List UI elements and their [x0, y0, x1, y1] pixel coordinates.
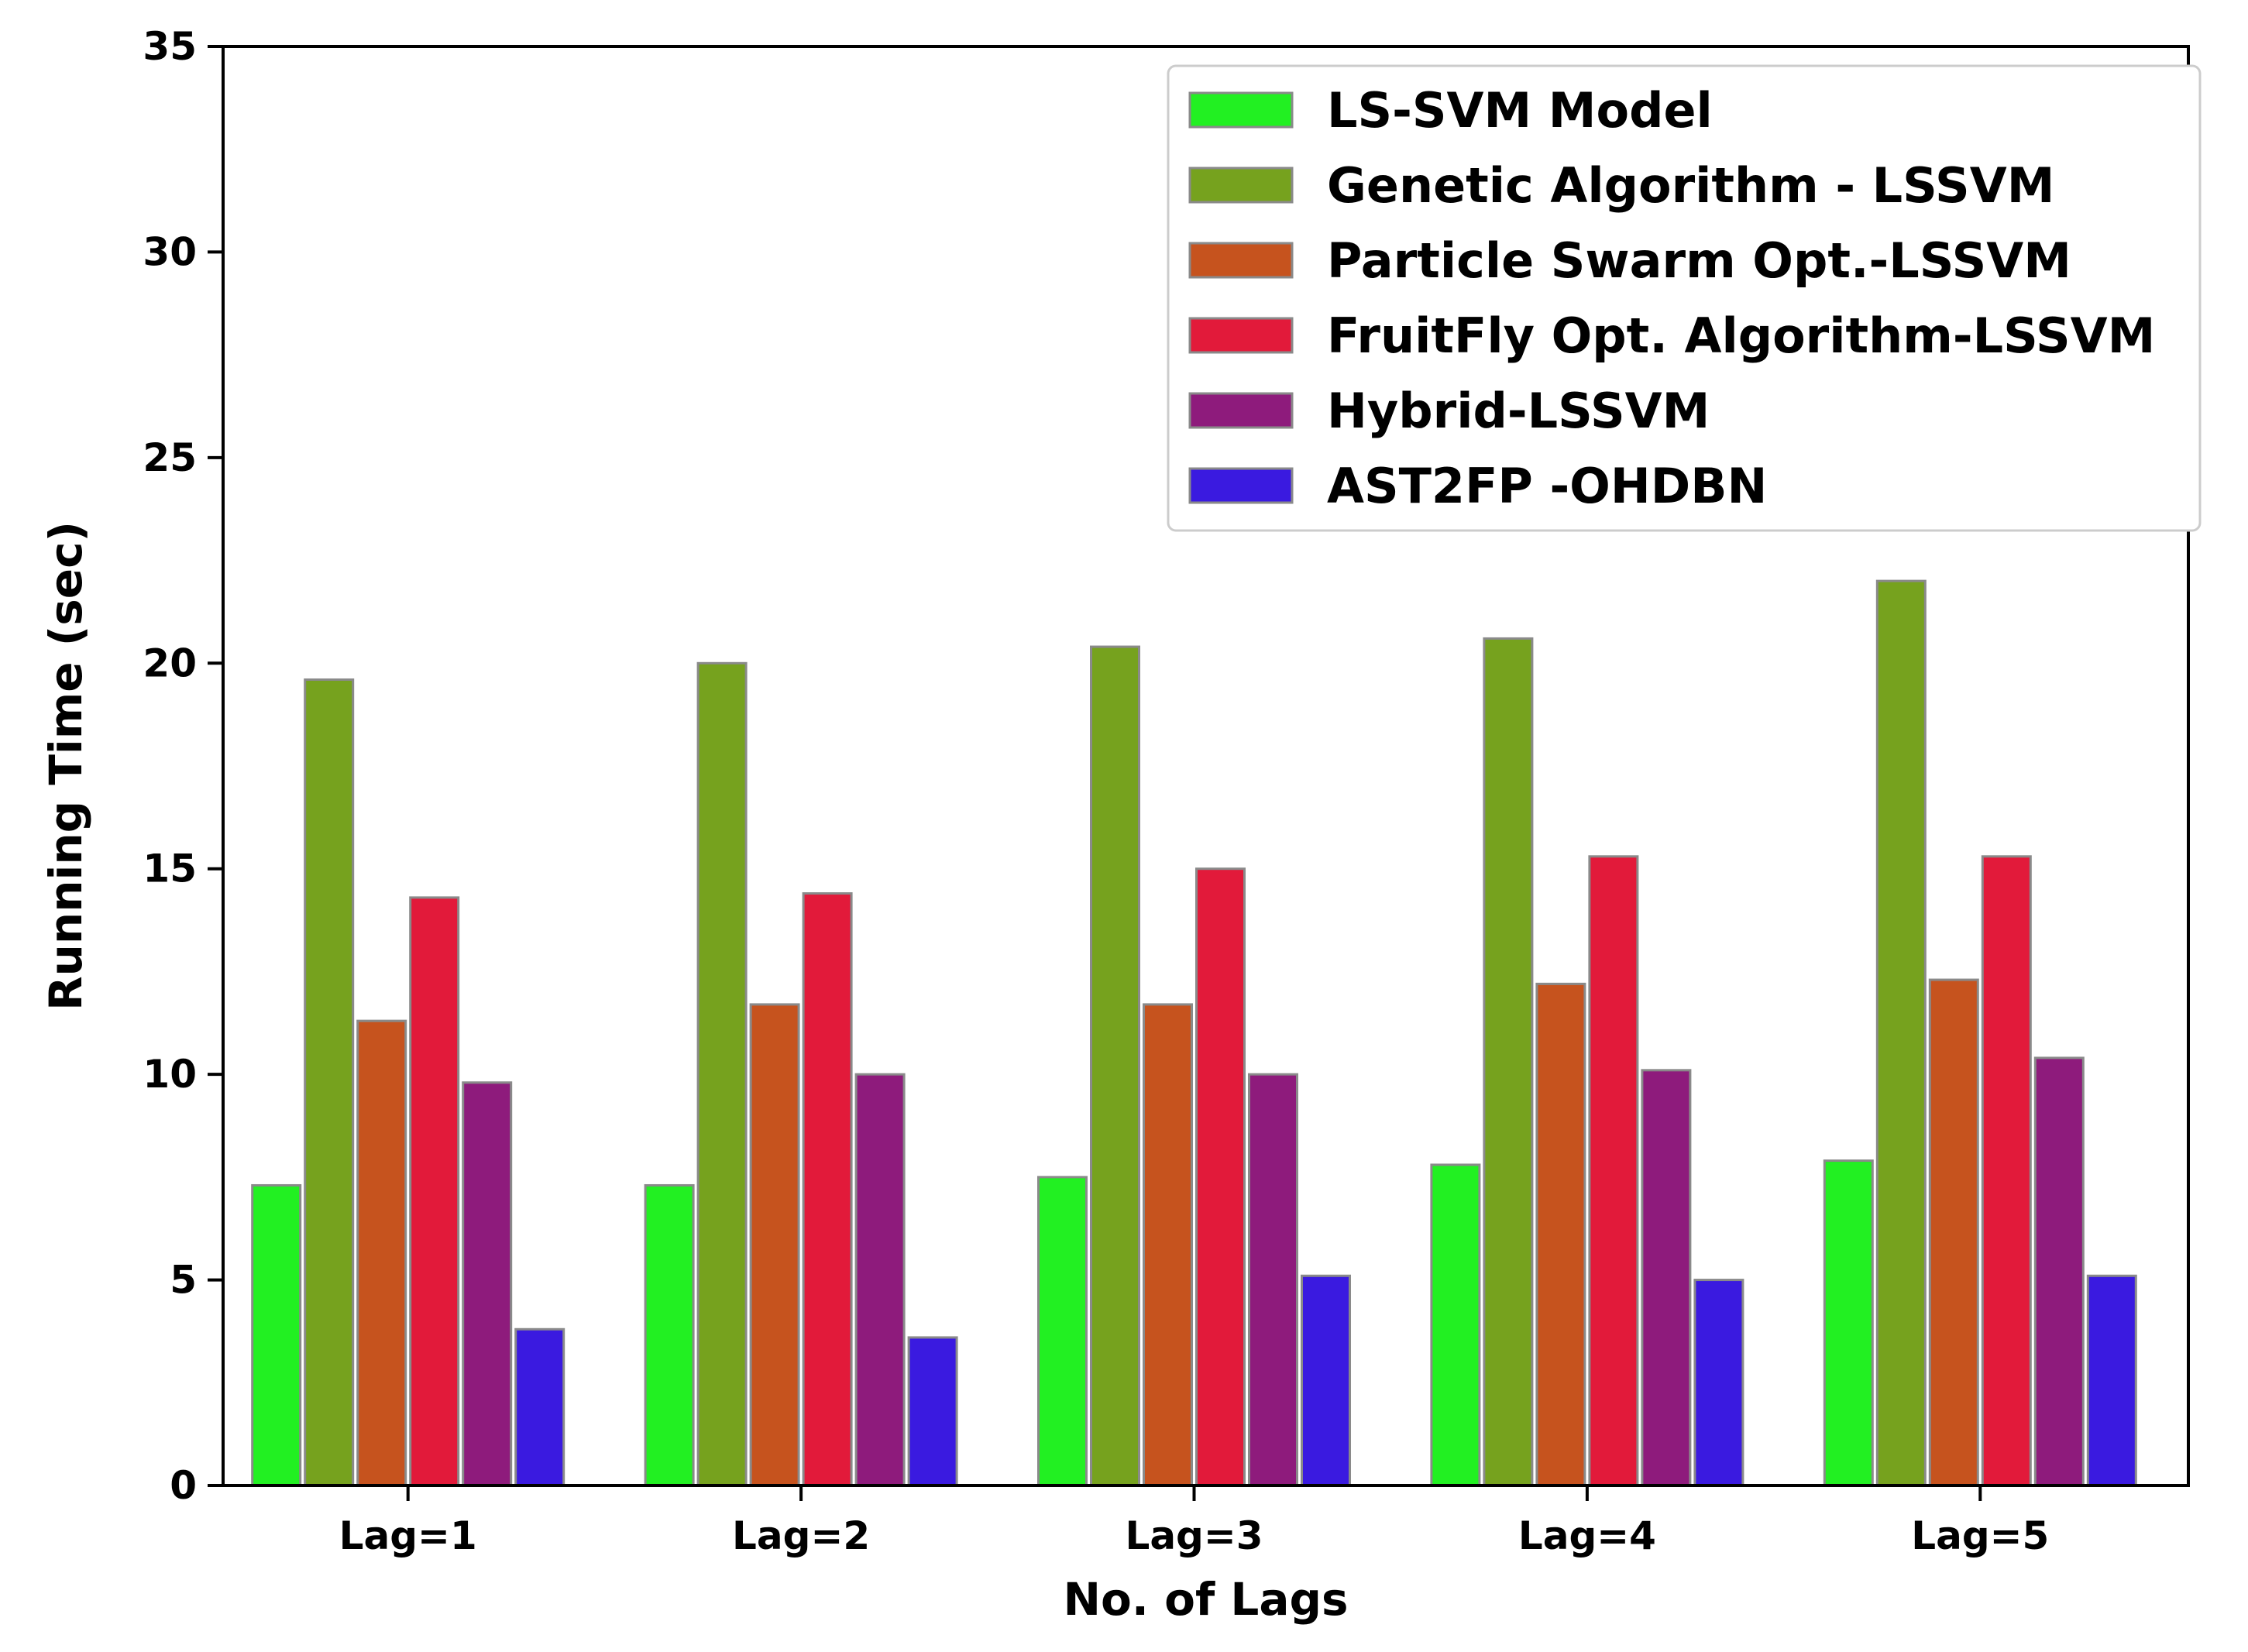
- legend-label: LS-SVM Model: [1327, 82, 1713, 139]
- bar-hybrid-lssvm-lag-4: [1641, 1069, 1692, 1487]
- x-tick-label: Lag=2: [732, 1513, 870, 1558]
- bar-ls-svm-model-lag-4: [1430, 1163, 1481, 1487]
- legend-label: Particle Swarm Opt.-LSSVM: [1327, 232, 2071, 289]
- y-tick-label: 35: [143, 24, 197, 69]
- bar-hybrid-lssvm-lag-5: [2033, 1056, 2085, 1487]
- y-tick-label: 0: [170, 1463, 197, 1508]
- y-tick-label: 20: [143, 641, 197, 685]
- bar-ls-svm-model-lag-3: [1037, 1176, 1088, 1487]
- bar-particle-swarm-opt-lssvm-lag-3: [1143, 1003, 1193, 1487]
- bar-particle-swarm-opt-lssvm-lag-5: [1928, 978, 1979, 1487]
- legend-swatch: [1188, 467, 1294, 504]
- x-axis-ticks: Lag=1 Lag=2 Lag=3 Lag=4 Lag=5: [339, 1485, 2049, 1558]
- legend-swatch: [1188, 91, 1294, 129]
- bar-ast2fp-ohdbn-lag-1: [514, 1327, 565, 1487]
- bar-particle-swarm-opt-lssvm-lag-2: [749, 1003, 800, 1487]
- bar-ls-svm-model-lag-1: [251, 1183, 302, 1487]
- bar-fruitfly-opt-algorithm-lssvm-lag-3: [1195, 867, 1246, 1487]
- y-tick-label: 10: [143, 1052, 197, 1097]
- legend-swatch: [1188, 167, 1294, 204]
- bar-particle-swarm-opt-lssvm-lag-4: [1535, 982, 1586, 1487]
- bar-fruitfly-opt-algorithm-lssvm-lag-4: [1588, 855, 1639, 1487]
- legend-swatch: [1188, 392, 1294, 429]
- bar-hybrid-lssvm-lag-2: [854, 1073, 906, 1487]
- bar-particle-swarm-opt-lssvm-lag-1: [356, 1019, 407, 1487]
- legend-box: [1167, 64, 2202, 532]
- legend-label: FruitFly Opt. Algorithm-LSSVM: [1327, 307, 2155, 364]
- x-tick-label: Lag=1: [339, 1513, 477, 1558]
- bar-hybrid-lssvm-lag-3: [1248, 1073, 1298, 1487]
- y-tick-label: 15: [143, 847, 197, 891]
- bar-ls-svm-model-lag-5: [1823, 1159, 1874, 1487]
- y-axis-ticks: 0 5 10 15 20 25 30 35: [143, 24, 223, 1508]
- plot-frame: [222, 45, 2190, 1487]
- bar-genetic-algorithm-lssvm-lag-5: [1875, 579, 1927, 1487]
- y-tick-label: 30: [143, 229, 197, 274]
- x-tick-label: Lag=3: [1125, 1513, 1263, 1558]
- bar-fruitfly-opt-algorithm-lssvm-lag-5: [1981, 855, 2032, 1487]
- x-tick-label: Lag=5: [1911, 1513, 2049, 1558]
- legend-label: AST2FP -OHDBN: [1327, 458, 1767, 514]
- legend-swatch: [1188, 242, 1294, 279]
- bar-genetic-algorithm-lssvm-lag-1: [304, 678, 355, 1487]
- bar-genetic-algorithm-lssvm-lag-3: [1090, 645, 1140, 1487]
- bar-ast2fp-ohdbn-lag-4: [1693, 1279, 1744, 1487]
- x-tick-label: Lag=4: [1518, 1513, 1656, 1558]
- legend-swatch: [1188, 317, 1294, 354]
- bar-fruitfly-opt-algorithm-lssvm-lag-2: [802, 892, 853, 1487]
- y-axis-label: Running Time (sec): [40, 521, 92, 1011]
- bar-ast2fp-ohdbn-lag-2: [907, 1336, 958, 1487]
- y-tick-label: 25: [143, 435, 197, 480]
- legend-label: Genetic Algorithm - LSSVM: [1327, 157, 2054, 214]
- bar-ast2fp-ohdbn-lag-5: [2086, 1274, 2137, 1487]
- bars-layer: [251, 579, 2137, 1487]
- y-tick-label: 5: [170, 1258, 197, 1303]
- bar-hybrid-lssvm-lag-1: [462, 1081, 513, 1487]
- legend-label: Hybrid-LSSVM: [1327, 383, 1710, 439]
- bar-genetic-algorithm-lssvm-lag-4: [1483, 637, 1534, 1487]
- bar-ast2fp-ohdbn-lag-3: [1301, 1274, 1351, 1487]
- legend: LS-SVM Model Genetic Algorithm - LSSVM Par…: [1167, 64, 2202, 532]
- bar-fruitfly-opt-algorithm-lssvm-lag-1: [409, 896, 460, 1487]
- x-axis-label: No. of Lags: [1063, 1573, 1348, 1626]
- bar-genetic-algorithm-lssvm-lag-2: [696, 661, 748, 1487]
- bar-ls-svm-model-lag-2: [644, 1183, 695, 1487]
